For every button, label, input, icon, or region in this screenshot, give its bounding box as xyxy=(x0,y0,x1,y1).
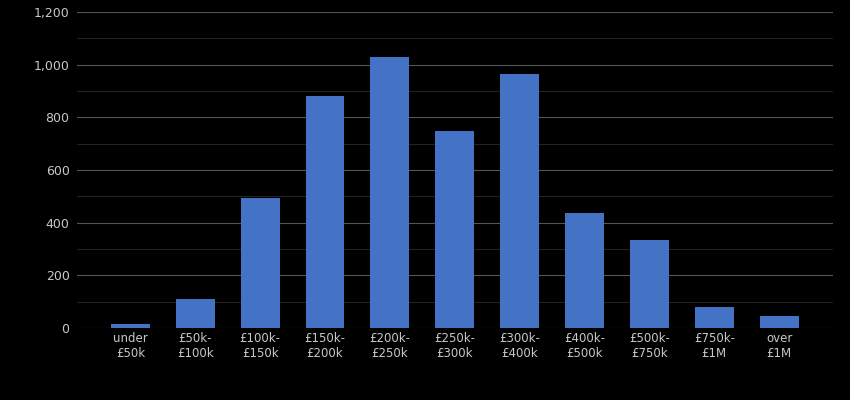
Bar xyxy=(565,214,604,328)
Bar xyxy=(241,198,280,328)
Bar xyxy=(760,316,799,328)
Bar xyxy=(630,240,669,328)
Bar xyxy=(371,57,410,328)
Bar xyxy=(694,307,734,328)
Bar xyxy=(176,299,215,328)
Bar xyxy=(305,96,344,328)
Bar xyxy=(435,131,474,328)
Bar xyxy=(500,74,539,328)
Bar xyxy=(110,324,150,328)
